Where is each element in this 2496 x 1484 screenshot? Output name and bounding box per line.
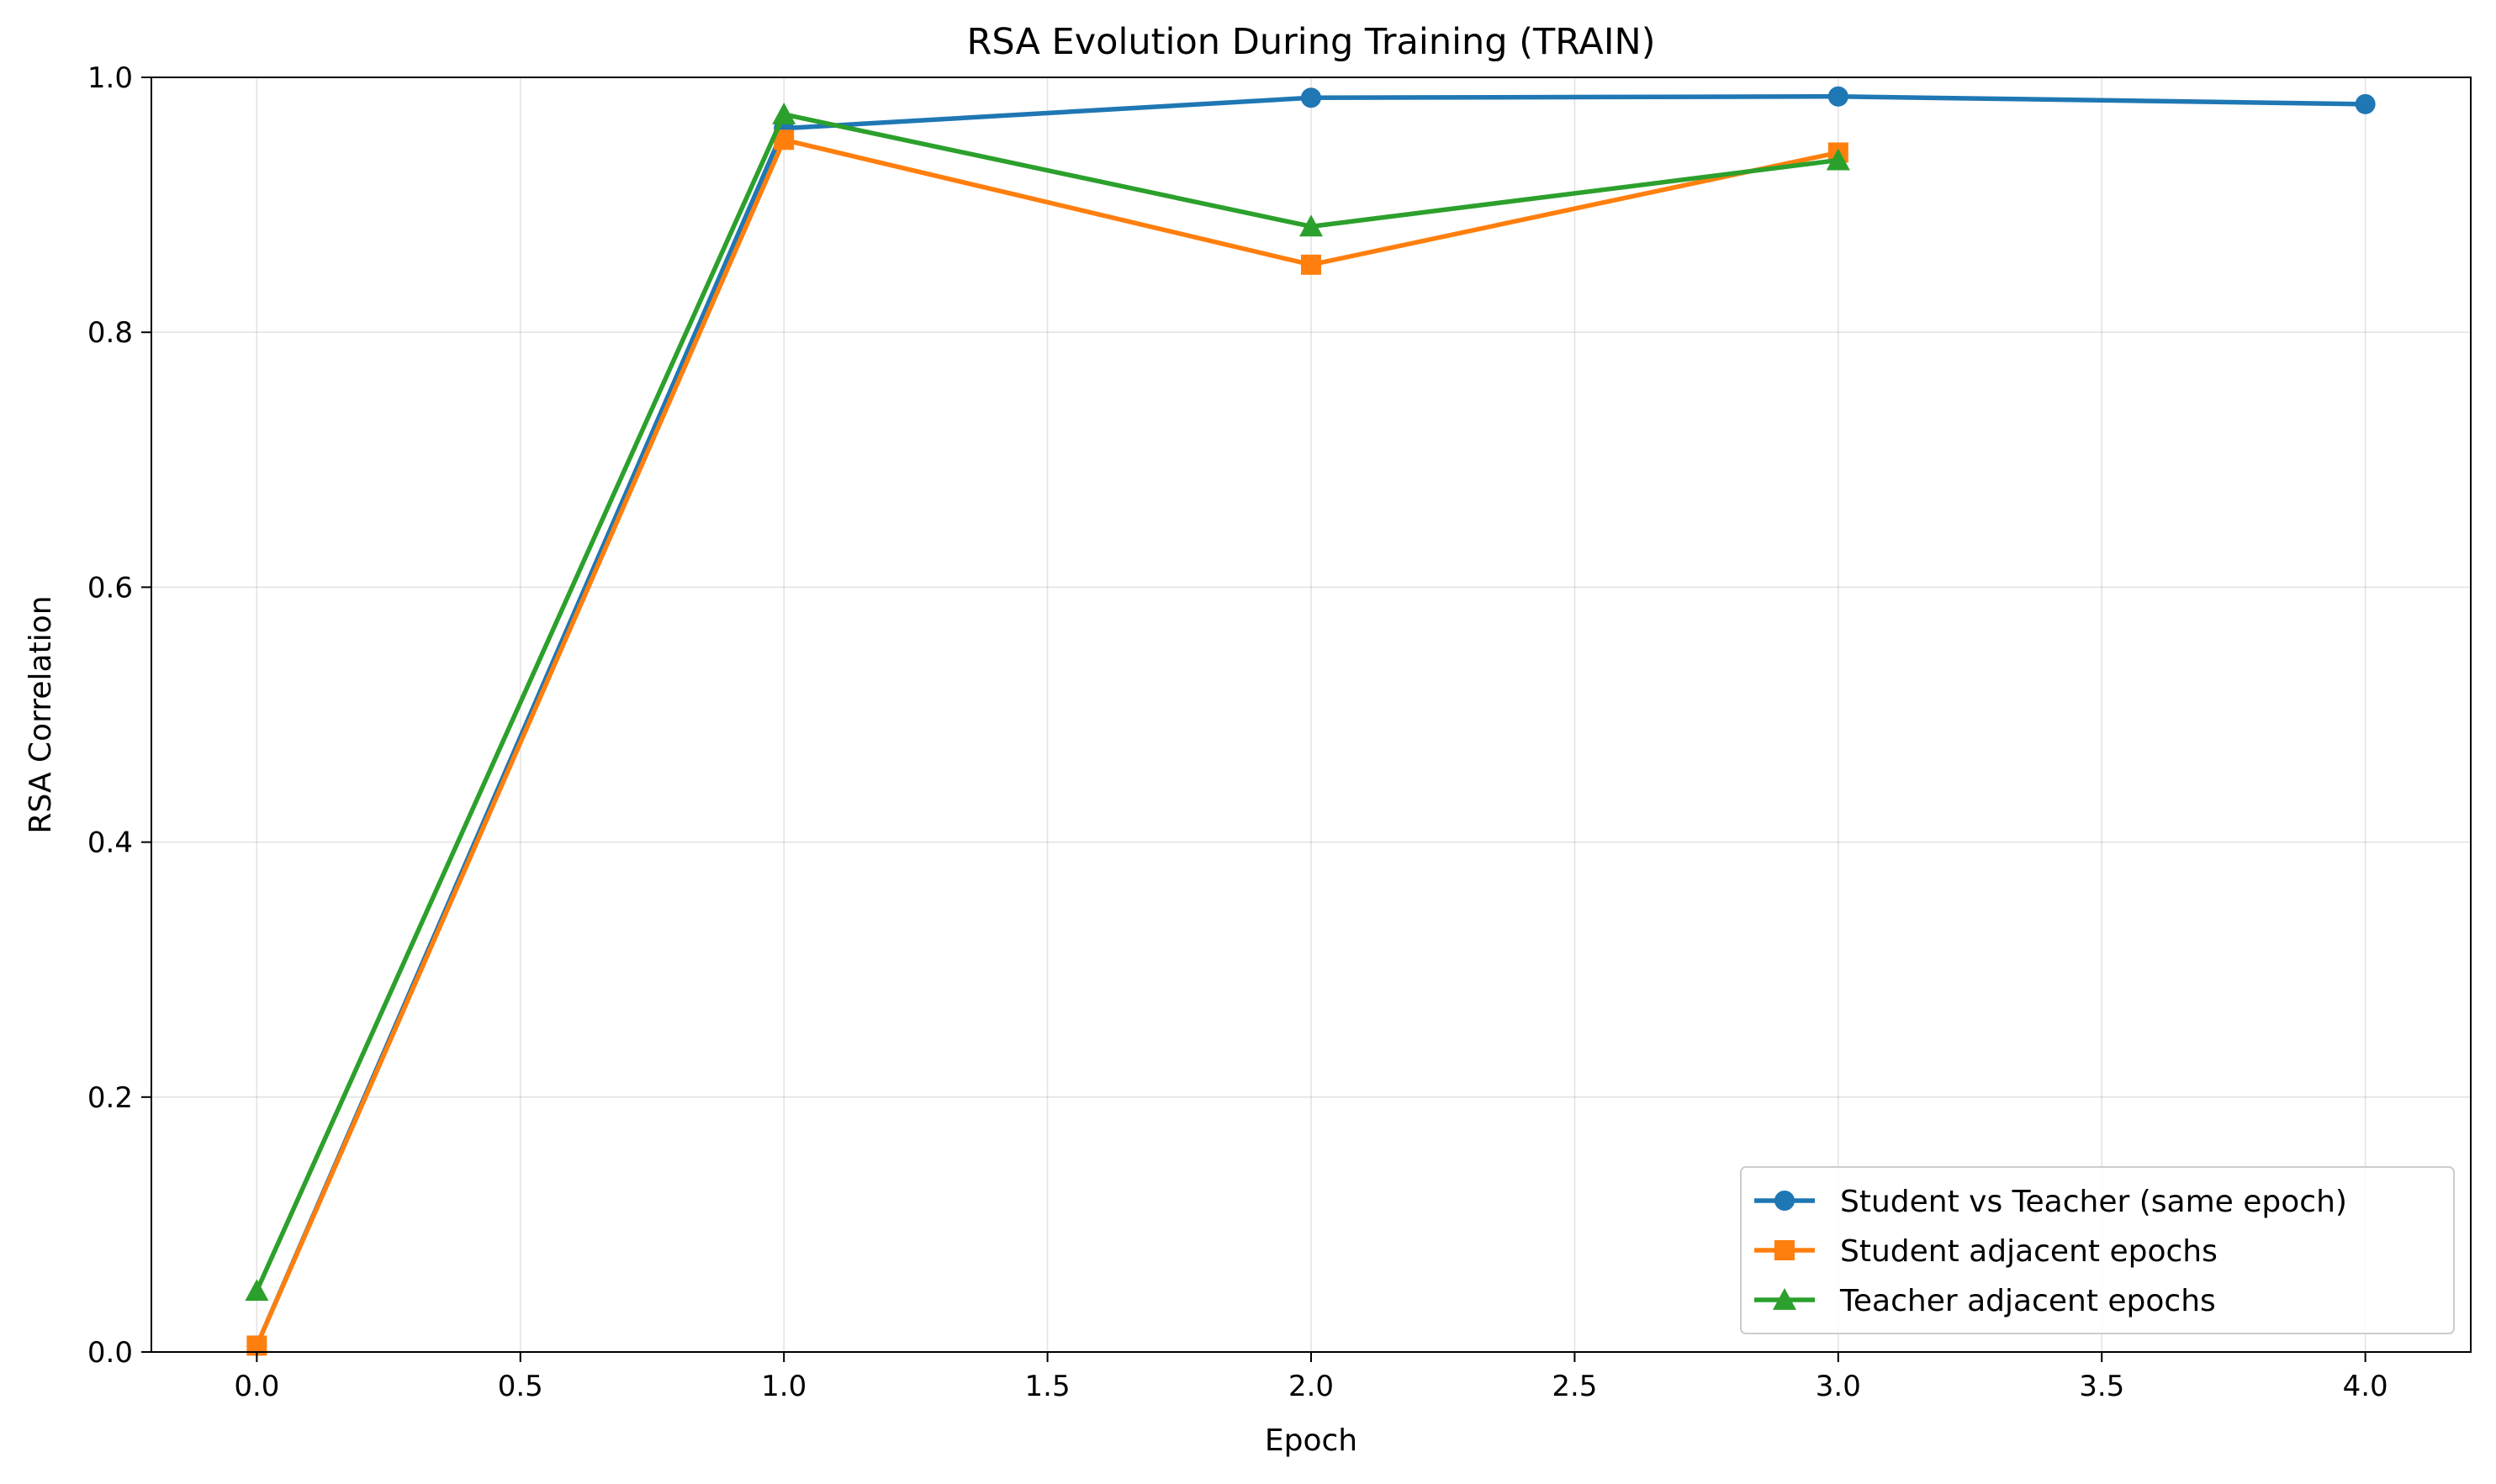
x-tick-label: 1.0 [761,1370,806,1403]
y-tick-label: 0.2 [87,1081,133,1115]
y-tick-label: 0.4 [87,826,133,860]
axis-ticks: 0.0 0.5 1.0 1.5 2.0 2.5 3.0 3.5 4.0 0.0 0.2 0.4 0.6 0… [87,61,2388,1403]
x-tick-label: 1.5 [1025,1370,1071,1403]
data-point [1301,87,1321,108]
series-layer [245,86,2376,1356]
data-point [1827,86,1848,107]
y-tick-label: 0.0 [87,1336,133,1370]
x-axis-label: Epoch [1265,1423,1357,1458]
legend-box [1740,1166,2455,1334]
data-point [1301,254,1321,275]
legend-label: Student vs Teacher (same epoch) [1840,1185,2347,1219]
x-tick-label: 0.5 [498,1370,543,1403]
x-tick-label: 3.0 [1816,1370,1861,1403]
x-tick-label: 2.5 [1552,1370,1597,1403]
legend-label: Student adjacent epochs [1840,1234,2218,1269]
data-point [1299,214,1323,237]
series-line [254,137,1839,1347]
legend-item: Student adjacent epochs [1754,1234,2218,1269]
legend-marker [1773,1288,1796,1310]
legend: Student vs Teacher (same epoch) Student a… [1740,1166,2455,1334]
legend-label: Teacher adjacent epochs [1839,1284,2216,1318]
legend-marker [1774,1191,1795,1211]
y-tick-label: 0.6 [87,571,133,605]
data-point [1826,148,1850,171]
y-tick-label: 1.0 [87,61,133,95]
x-tick-label: 4.0 [2343,1370,2388,1403]
chart-title: RSA Evolution During Training (TRAIN) [967,21,1656,63]
data-point [772,102,796,124]
y-axis-label: RSA Correlation [24,595,58,833]
legend-marker [1774,1240,1795,1260]
x-tick-label: 2.0 [1288,1370,1334,1403]
legend-item: Student vs Teacher (same epoch) [1754,1185,2347,1219]
x-tick-label: 3.5 [2079,1370,2124,1403]
y-tick-label: 0.8 [87,316,133,350]
legend-item: Teacher adjacent epochs [1754,1284,2216,1318]
x-tick-label: 0.0 [234,1370,279,1403]
series-line [254,112,1839,1292]
series-3 [245,102,1850,1302]
data-point [245,1279,269,1302]
data-point [2355,93,2376,114]
